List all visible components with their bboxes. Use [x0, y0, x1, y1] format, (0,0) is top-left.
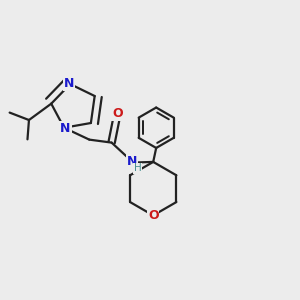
Text: O: O [112, 107, 123, 120]
Text: O: O [148, 209, 158, 222]
Text: N: N [60, 122, 71, 135]
Text: H: H [134, 164, 141, 173]
Text: N: N [64, 77, 74, 90]
Text: N: N [127, 155, 137, 168]
